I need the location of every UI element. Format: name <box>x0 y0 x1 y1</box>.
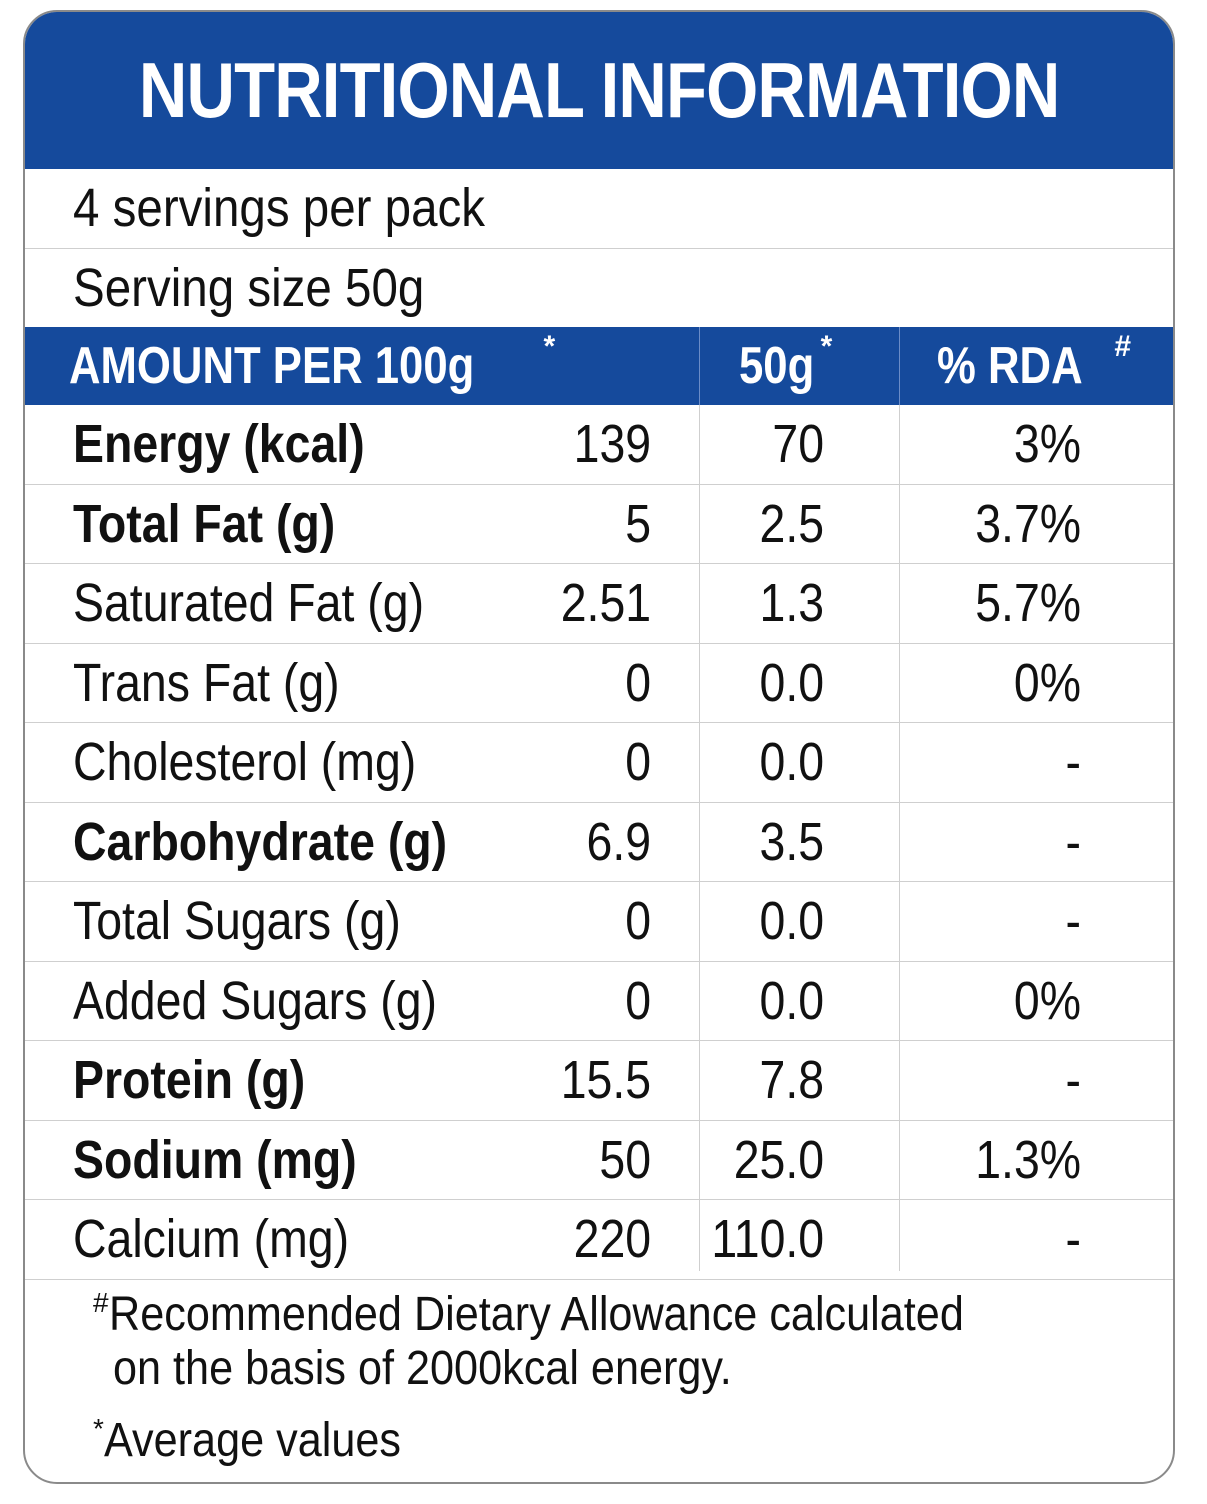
serving-size-row: Serving size 50g <box>25 249 1173 327</box>
value-per-100g: 2.51 <box>560 573 651 633</box>
table-header: AMOUNT PER 100g * 50g * % RDA # <box>25 327 1173 405</box>
rda-footnote-line1: Recommended Dietary Allowance calculated <box>108 1288 964 1341</box>
value-per-100g: 0 <box>625 732 651 792</box>
average-footnote: *Average values <box>93 1414 434 1468</box>
nutrient-name: Saturated Fat (g) <box>73 573 425 633</box>
value-per-100g: 15.5 <box>560 1050 651 1110</box>
value-rda: - <box>1065 811 1081 872</box>
value-per-100g: 139 <box>573 414 651 474</box>
value-rda: - <box>1065 1050 1081 1110</box>
value-per-100g: 0 <box>625 891 651 951</box>
panel-title: NUTRITIONAL INFORMATION <box>138 46 1060 134</box>
title-bar: NUTRITIONAL INFORMATION <box>25 12 1173 169</box>
table-row: Protein (g) 15.5 7.8 - <box>25 1041 1173 1121</box>
value-per-100g: 0 <box>625 970 651 1031</box>
nutrient-name: Total Sugars (g) <box>73 891 401 951</box>
table-row: Trans Fat (g) 0 0.0 0% <box>25 644 1173 723</box>
nutrient-name: Total Fat (g) <box>73 493 336 554</box>
servings-per-pack: 4 servings per pack <box>73 178 486 238</box>
servings-row: 4 servings per pack <box>25 169 1173 247</box>
rda-footnote-line2-wrap: on the basis of 2000kcal energy. <box>113 1342 801 1396</box>
value-per-50g: 0.0 <box>759 652 824 713</box>
table-row: Sodium (mg) 50 25.0 1.3% <box>25 1121 1173 1200</box>
value-per-100g: 5 <box>625 493 651 554</box>
value-rda: - <box>1065 891 1081 951</box>
value-per-100g: 50 <box>599 1129 651 1190</box>
value-per-50g: 25.0 <box>733 1129 824 1190</box>
hash-mark: # <box>93 1287 109 1318</box>
table-row: Saturated Fat (g) 2.51 1.3 5.7% <box>25 564 1173 644</box>
value-per-50g: 1.3 <box>759 573 824 633</box>
value-per-50g: 0.0 <box>759 891 824 951</box>
nutrient-name: Carbohydrate (g) <box>73 811 448 872</box>
nutrient-name: Cholesterol (mg) <box>73 732 417 792</box>
value-rda: 1.3% <box>975 1129 1081 1190</box>
average-values-text: Average values <box>103 1414 401 1467</box>
rda-footnote-line2: on the basis of 2000kcal energy. <box>113 1342 732 1395</box>
nutrient-table: Energy (kcal) 139 70 3% Total Fat (g) 5 2.5 3.7… <box>25 405 1173 1280</box>
serving-size: Serving size 50g <box>73 258 425 318</box>
asterisk-mark: * <box>820 330 833 363</box>
asterisk-mark: * <box>93 1413 104 1444</box>
table-row: Total Sugars (g) 0 0.0 - <box>25 882 1173 962</box>
nutrient-name: Protein (g) <box>73 1050 306 1110</box>
value-per-50g: 0.0 <box>759 970 824 1031</box>
table-row: Energy (kcal) 139 70 3% <box>25 405 1173 485</box>
nutrient-name: Calcium (mg) <box>73 1209 350 1269</box>
value-per-50g: 7.8 <box>759 1050 824 1110</box>
table-row: Cholesterol (mg) 0 0.0 - <box>25 723 1173 803</box>
nutrient-name: Added Sugars (g) <box>73 970 437 1031</box>
divider <box>25 248 1173 249</box>
value-rda: 3% <box>1013 414 1081 474</box>
value-rda: 3.7% <box>975 493 1081 554</box>
value-per-50g: 3.5 <box>759 811 824 872</box>
table-row: Total Fat (g) 5 2.5 3.7% <box>25 485 1173 564</box>
header-amount-per-100g: AMOUNT PER 100g * <box>69 330 556 395</box>
table-row: Added Sugars (g) 0 0.0 0% <box>25 962 1173 1041</box>
value-per-100g: 6.9 <box>586 811 651 872</box>
header-divider <box>699 327 700 405</box>
value-rda: 0% <box>1013 970 1081 1031</box>
value-per-50g: 2.5 <box>759 493 824 554</box>
header-rda: % RDA # <box>937 330 1132 395</box>
table-row: Calcium (mg) 220 110.0 - <box>25 1200 1173 1280</box>
value-rda: - <box>1065 1209 1081 1269</box>
value-per-50g: 110.0 <box>711 1209 824 1269</box>
rda-footnote: #Recommended Dietary Allowance calculate… <box>93 1288 1058 1342</box>
table-row: Carbohydrate (g) 6.9 3.5 - <box>25 803 1173 882</box>
value-rda: - <box>1065 732 1081 792</box>
value-per-50g: 70 <box>772 414 824 474</box>
value-per-100g: 220 <box>573 1209 651 1269</box>
asterisk-mark: * <box>543 330 556 363</box>
value-rda: 0% <box>1013 652 1081 713</box>
nutrition-panel: NUTRITIONAL INFORMATION 4 servings per p… <box>23 10 1175 1484</box>
nutrient-name: Energy (kcal) <box>73 414 365 474</box>
value-per-100g: 0 <box>625 652 651 713</box>
header-divider <box>899 327 900 405</box>
value-per-50g: 0.0 <box>759 732 824 792</box>
column-divider <box>899 405 900 1271</box>
nutrient-name: Trans Fat (g) <box>73 652 340 713</box>
hash-mark: # <box>1114 330 1132 363</box>
column-divider <box>699 405 700 1271</box>
value-rda: 5.7% <box>975 573 1081 633</box>
header-50g: 50g * <box>739 330 833 395</box>
nutrient-name: Sodium (mg) <box>73 1129 357 1190</box>
